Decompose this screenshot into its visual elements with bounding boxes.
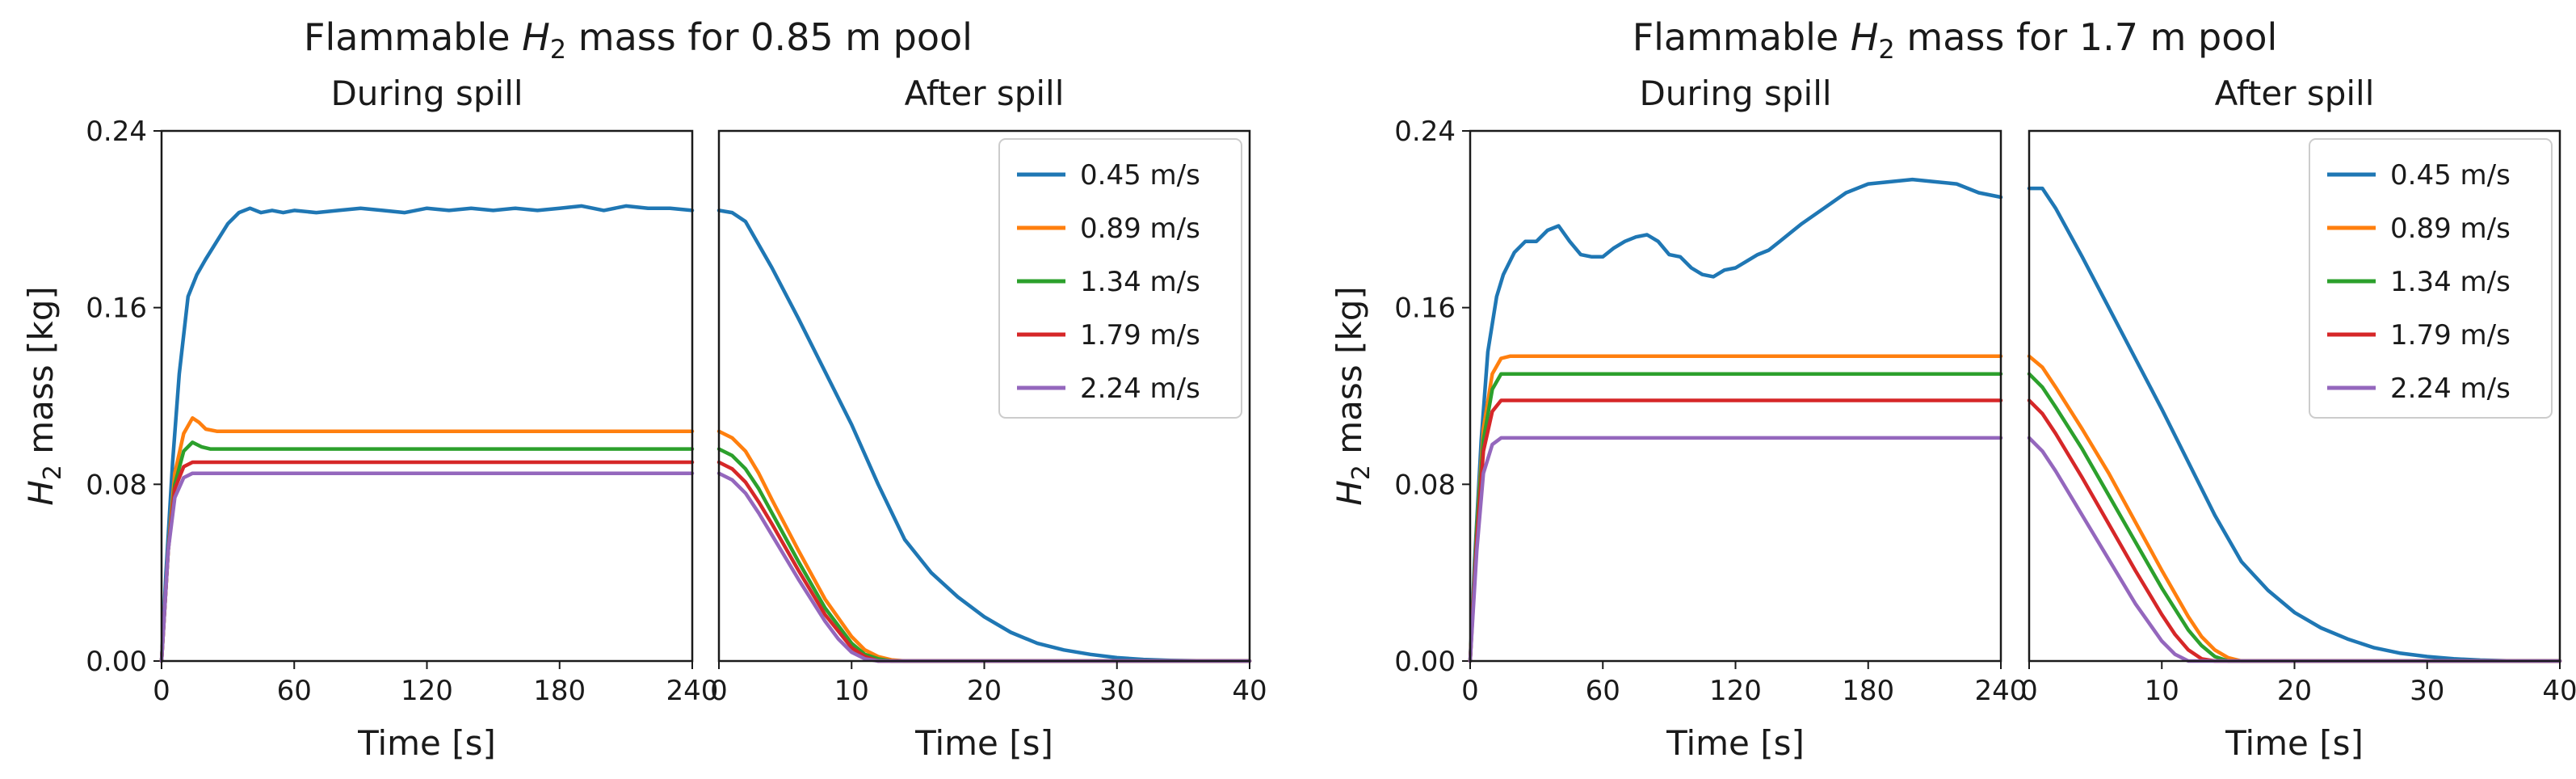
x-tick-label: 10: [2145, 675, 2179, 707]
x-axis-label: Time [s]: [2225, 723, 2364, 763]
chart-title-rest: mass for 1.7 m pool: [1895, 15, 2278, 59]
series-line-224: [716, 471, 1252, 663]
x-tick-label: 120: [401, 675, 453, 707]
series-line-134: [716, 447, 1252, 663]
panel-subtitle: After spill: [2215, 74, 2375, 113]
x-tick-label: 30: [1099, 675, 1134, 707]
x-tick-label: 120: [1709, 675, 1762, 707]
y-axis-label-sub: 2: [39, 465, 67, 480]
series-line-179: [159, 460, 695, 663]
x-tick-label: 60: [277, 675, 312, 707]
x-tick-label: 0: [1461, 675, 1479, 707]
chart-title-sub: 2: [550, 34, 566, 65]
y-tick-label: 0.24: [1394, 116, 1456, 148]
series-line-089: [159, 416, 695, 663]
plot-frame: [1469, 129, 2002, 663]
legend-label: 2.24 m/s: [2390, 373, 2511, 405]
x-tick-label: 30: [2410, 675, 2444, 707]
y-axis-label-rest: mass [kg]: [1330, 286, 1369, 465]
y-axis-label-sub: 2: [1347, 465, 1376, 480]
y-tick-label: 0.24: [86, 116, 147, 148]
panel-after-spill: After spill 0 10 20 30 40 Time [s] 0.45 m/s 0.89…: [2020, 74, 2576, 763]
chart-title: Flammable H2 mass for 0.85 m pool: [304, 15, 973, 65]
legend-label: 1.34 m/s: [1080, 266, 1200, 298]
panel-during-spill: During spill 0 60 120 180 240 Time [s]: [153, 74, 718, 763]
x-tick-label: 0: [710, 675, 728, 707]
y-axis-label: H2 mass [kg]: [1330, 286, 1376, 506]
series-line-134: [2027, 372, 2562, 663]
series-line-224: [2027, 436, 2562, 663]
x-tick-label: 20: [2277, 675, 2312, 707]
chart-title-main: Flammable: [1633, 15, 1851, 59]
panel-after-spill: After spill 0 10 20 30 40 Time [s] 0.45 m/s 0.89…: [710, 74, 1267, 763]
series-line-224: [159, 471, 695, 663]
series-line-045: [2027, 186, 2562, 663]
legend-box: [2309, 138, 2553, 419]
chart-title-main: Flammable: [304, 15, 522, 59]
legend-label: 0.89 m/s: [1080, 213, 1200, 245]
x-tick-label: 40: [1232, 675, 1267, 707]
x-axis-label: Time [s]: [1666, 723, 1805, 763]
chart-title-rest: mass for 0.85 m pool: [566, 15, 973, 59]
chart-title-var: H: [1851, 15, 1879, 59]
x-tick-label: 240: [666, 675, 719, 707]
x-tick-label: 180: [1842, 675, 1894, 707]
legend-label: 1.34 m/s: [2390, 266, 2511, 298]
x-tick-label: 60: [1586, 675, 1620, 707]
legend-label: 1.79 m/s: [1080, 319, 1200, 352]
legend-label: 2.24 m/s: [1080, 373, 1200, 405]
y-tick-label: 0.00: [1394, 646, 1456, 678]
x-tick-label: 240: [1975, 675, 2028, 707]
series-line-045: [1468, 177, 2003, 663]
series-line-179: [2027, 398, 2562, 663]
y-tick-label: 0.00: [86, 646, 147, 678]
panel-subtitle: During spill: [1639, 74, 1831, 113]
x-tick-label: 40: [2542, 675, 2576, 707]
panel-subtitle: After spill: [905, 74, 1065, 113]
chart-title-sub: 2: [1878, 34, 1894, 65]
chart-title-var: H: [522, 15, 550, 59]
x-tick-label: 10: [834, 675, 869, 707]
y-axis-label: H2 mass [kg]: [21, 286, 67, 506]
y-tick-label: 0.16: [86, 293, 147, 325]
x-tick-label: 20: [967, 675, 1002, 707]
series-line-045: [716, 208, 1252, 663]
series-line-134: [159, 440, 695, 663]
y-axis-label-var: H: [21, 480, 61, 506]
panel-subtitle: During spill: [330, 74, 523, 113]
series-line-045: [159, 204, 695, 663]
x-tick-label: 180: [533, 675, 586, 707]
y-tick-label: 0.16: [1394, 293, 1456, 325]
legend-box: [998, 138, 1242, 419]
y-tick-label: 0.08: [86, 469, 147, 501]
chart-title: Flammable H2 mass for 1.7 m pool: [1633, 15, 2278, 65]
panel-during-spill: During spill 0 60 120 180 240 Time [s]: [1461, 74, 2027, 763]
legend: 0.45 m/s 0.89 m/s 1.34 m/s 1.79 m/s 2.24 m/s: [2309, 138, 2553, 419]
series-line-224: [1468, 436, 2003, 663]
legend-label: 1.79 m/s: [2390, 319, 2511, 352]
legend-label: 0.45 m/s: [2390, 159, 2511, 192]
legend-label: 0.89 m/s: [2390, 213, 2511, 245]
series-line-089: [716, 429, 1252, 663]
legend: 0.45 m/s 0.89 m/s 1.34 m/s 1.79 m/s 2.24 m/s: [998, 138, 1242, 419]
x-tick-label: 0: [2020, 675, 2038, 707]
series-line-089: [2027, 354, 2562, 663]
series-line-134: [1468, 372, 2003, 663]
y-axis-label-rest: mass [kg]: [21, 286, 61, 465]
y-tick-label: 0.08: [1394, 469, 1456, 501]
y-axis-label-var: H: [1330, 480, 1369, 506]
x-axis-label: Time [s]: [357, 723, 496, 763]
x-tick-label: 0: [153, 675, 170, 707]
x-axis-label: Time [s]: [914, 723, 1053, 763]
legend-label: 0.45 m/s: [1080, 159, 1200, 192]
